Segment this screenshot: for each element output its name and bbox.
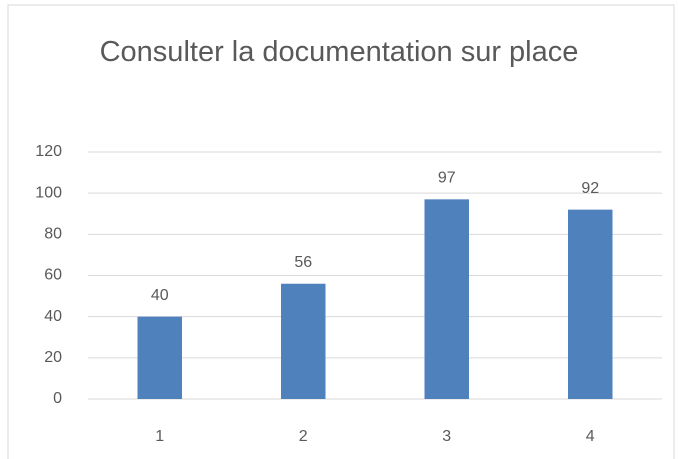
data-label: 56 (294, 254, 312, 271)
x-tick-label: 3 (442, 428, 451, 445)
chart-title: Consulter la documentation sur place (99, 36, 579, 68)
y-tick-label: 20 (44, 349, 62, 366)
y-tick-label: 60 (44, 267, 62, 284)
x-tick-label: 1 (155, 428, 164, 445)
y-tick-label: 100 (35, 184, 62, 201)
bar (568, 209, 613, 399)
data-label: 40 (151, 287, 169, 304)
y-tick-label: 120 (35, 143, 62, 160)
x-tick-label: 2 (299, 428, 308, 445)
y-tick-label: 80 (44, 226, 62, 243)
x-tick-label: 4 (586, 428, 595, 445)
chart-border (7, 4, 675, 459)
y-tick-label: 40 (44, 308, 62, 325)
data-label: 92 (581, 180, 599, 197)
bar (424, 199, 469, 399)
y-tick-label: 0 (53, 390, 62, 407)
bar (281, 283, 326, 399)
bar (137, 316, 182, 399)
data-label: 97 (438, 170, 456, 187)
